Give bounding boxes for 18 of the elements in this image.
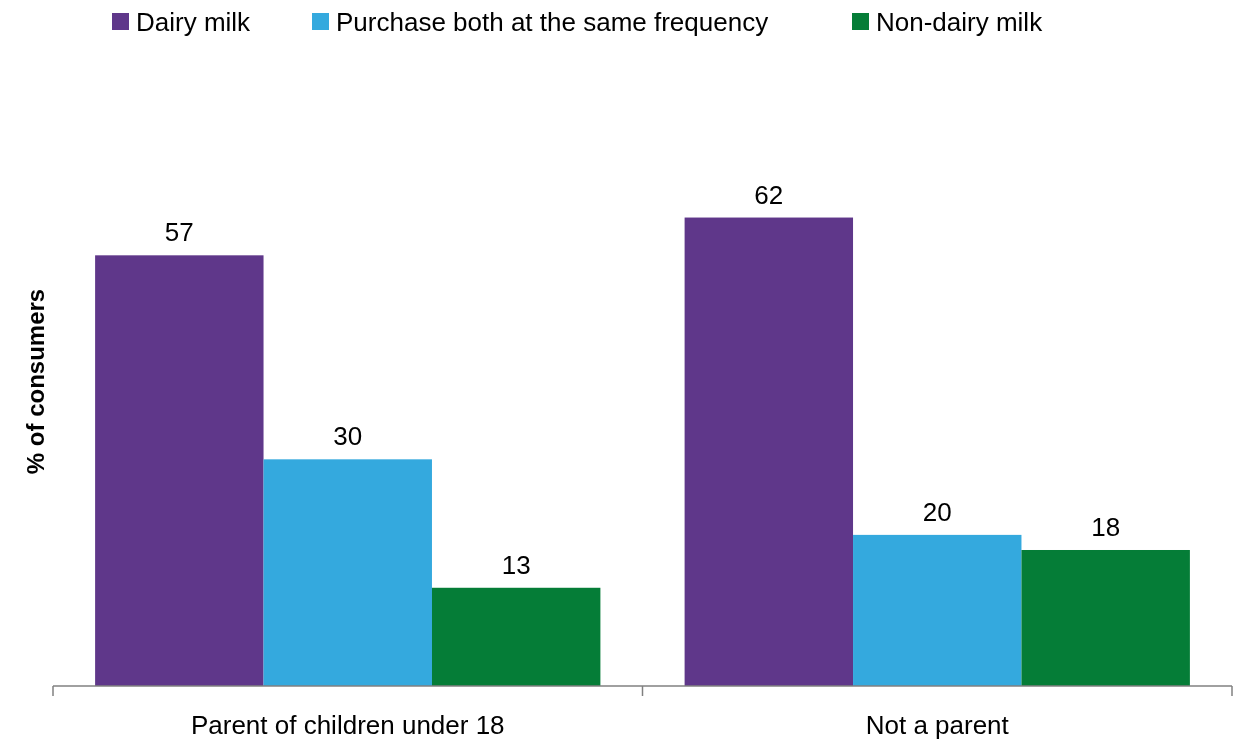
legend-label: Dairy milk: [136, 7, 252, 37]
bar: [431, 587, 601, 686]
y-axis-title: % of consumers: [22, 288, 49, 475]
x-tick-label: Not a parent: [865, 710, 1010, 740]
bar: [684, 217, 854, 686]
x-tick-label: Parent of children under 18: [190, 710, 505, 740]
bar: [1021, 550, 1190, 686]
legend-label: Non-dairy milk: [876, 7, 1044, 37]
data-label: 57: [164, 217, 194, 248]
bar: [853, 534, 1022, 686]
data-label: 18: [1091, 512, 1121, 542]
data-label: 62: [754, 179, 784, 210]
bar: [263, 459, 432, 686]
data-label: 30: [333, 421, 363, 452]
data-label: 20: [922, 496, 952, 527]
data-label: 13: [501, 549, 531, 580]
bar: [95, 255, 264, 686]
legend-label: Purchase both at the same frequency: [336, 7, 769, 37]
